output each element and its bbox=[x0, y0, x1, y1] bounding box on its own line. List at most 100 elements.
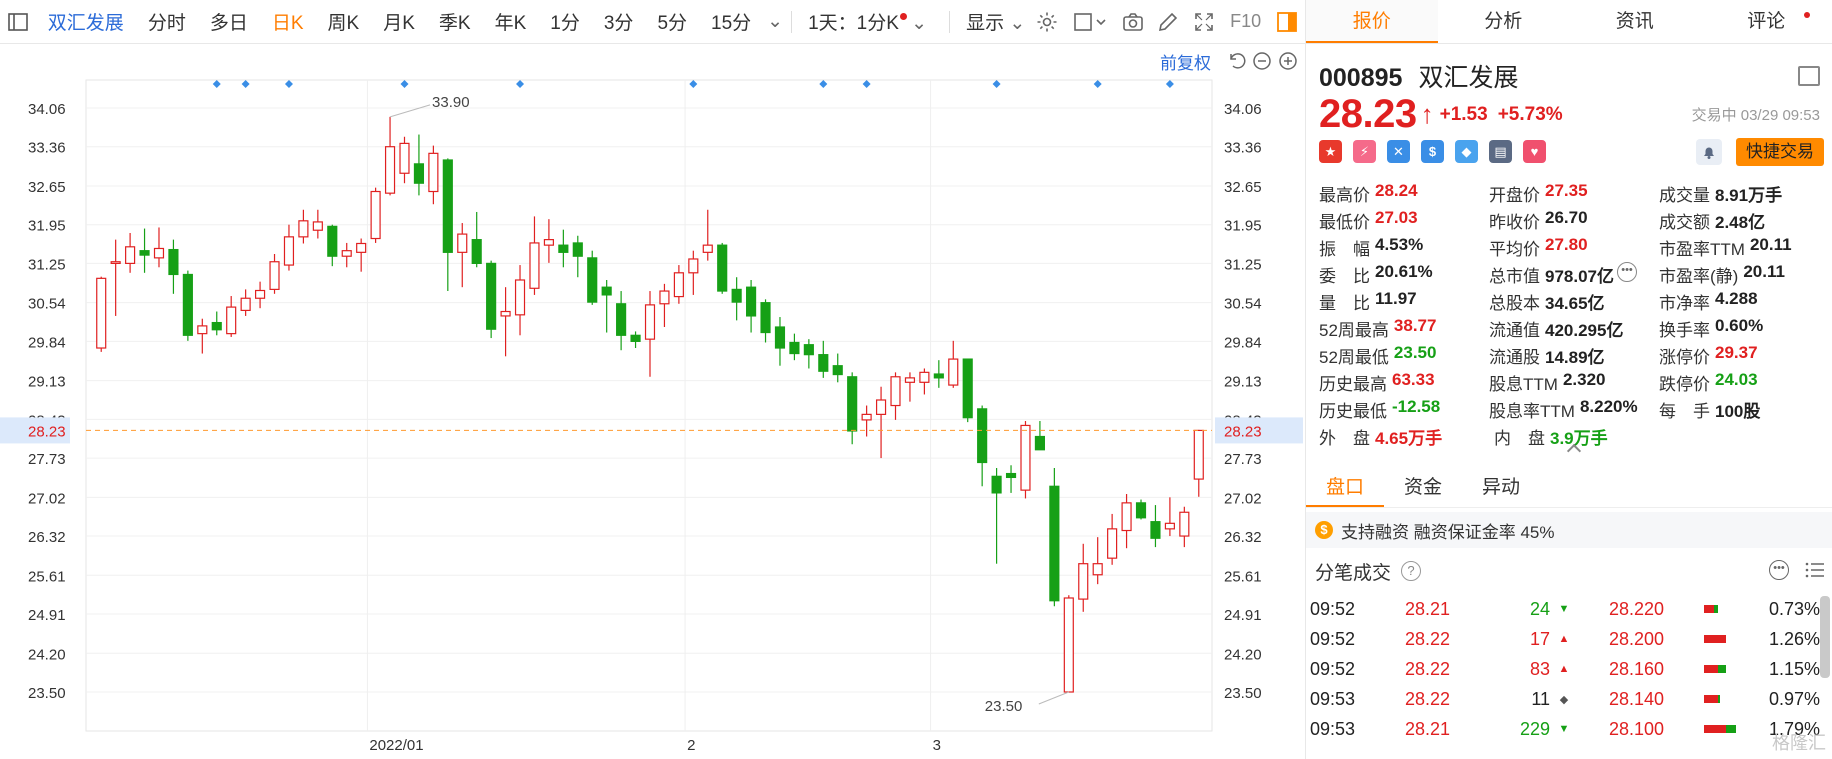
period-tab-1min[interactable]: 1分 bbox=[550, 13, 580, 34]
low-price-label: 23.50 bbox=[985, 698, 1023, 715]
y-tick-label-left: 25.61 bbox=[28, 568, 66, 585]
china-flag-icon[interactable]: ★ bbox=[1319, 140, 1342, 163]
candle-body bbox=[413, 163, 425, 184]
fullscreen-icon[interactable] bbox=[1191, 9, 1217, 35]
candle-body bbox=[1049, 485, 1060, 602]
multi-period-selector[interactable]: 1天：1分K ⌄ bbox=[808, 13, 928, 34]
y-tick-label-left: 24.20 bbox=[28, 646, 66, 663]
tick-list: 09:52 28.21 24 ▼ 28.220 0.73% 09:52 28.22 17 ▲ 28.… bbox=[1310, 594, 1830, 744]
period-tab-weekly[interactable]: 周K bbox=[327, 13, 360, 34]
candle-body bbox=[211, 321, 222, 331]
screenshot-camera-icon[interactable] bbox=[1120, 9, 1146, 35]
dollar-tag-icon[interactable]: $ bbox=[1421, 140, 1444, 163]
candle-body bbox=[1092, 563, 1103, 576]
f10-button[interactable]: F10 bbox=[1230, 11, 1262, 31]
quick-trade-button[interactable]: 快捷交易 bbox=[1736, 138, 1824, 166]
alert-bell-icon[interactable] bbox=[1696, 139, 1722, 165]
y-tick-label-right: 31.25 bbox=[1224, 256, 1262, 273]
candle-body bbox=[948, 358, 959, 386]
event-marker-icon bbox=[284, 80, 293, 88]
candle-body bbox=[428, 152, 439, 193]
period-tab-yearly[interactable]: 年K bbox=[494, 13, 527, 34]
candle-body bbox=[601, 286, 612, 296]
label-tag-icon[interactable]: ◆ bbox=[1455, 140, 1478, 163]
candle-body bbox=[832, 365, 843, 376]
tab-analysis[interactable]: 分析 bbox=[1484, 11, 1523, 32]
adjust-forward-button[interactable]: 前复权 bbox=[1160, 53, 1211, 73]
hot-tag-icon[interactable]: ⚡ bbox=[1353, 140, 1376, 163]
favorite-heart-icon[interactable]: ♥ bbox=[1523, 140, 1546, 163]
period-tab-monthly[interactable]: 月K bbox=[383, 13, 415, 34]
period-tab-15min[interactable]: 15分 bbox=[711, 13, 752, 34]
y-tick-label-right: 31.95 bbox=[1224, 218, 1262, 235]
stats-row: 最高价 28.24 开盘价 27.35 成交量 8.91万手 bbox=[1319, 180, 1829, 207]
period-tab-5min[interactable]: 5分 bbox=[657, 13, 688, 34]
stat-cell: 流通股 14.89亿 bbox=[1489, 343, 1659, 368]
list-view-icon[interactable] bbox=[1805, 561, 1825, 579]
stock-name-tab[interactable]: 双汇发展 bbox=[47, 13, 124, 34]
current-price-label-right: 28.23 bbox=[1224, 423, 1262, 440]
tab-news[interactable]: 资讯 bbox=[1615, 11, 1654, 32]
candle-body bbox=[789, 341, 800, 355]
down-triangle-icon: ▼ bbox=[1558, 723, 1570, 735]
y-tick-label-right: 27.02 bbox=[1224, 490, 1262, 507]
more-info-icon[interactable]: ••• bbox=[1617, 262, 1637, 282]
sidebar-toggle-icon[interactable] bbox=[5, 9, 31, 35]
connect-tag-icon[interactable]: ✕ bbox=[1387, 140, 1410, 163]
period-tab-3min[interactable]: 3分 bbox=[603, 13, 634, 34]
more-options-icon[interactable]: ••• bbox=[1769, 560, 1789, 580]
candle-body bbox=[644, 304, 656, 340]
stat-label: 成交额 bbox=[1659, 213, 1710, 232]
display-menu[interactable]: 显示 ⌄ bbox=[966, 13, 1026, 34]
tab-order-book[interactable]: 盘口 bbox=[1306, 468, 1385, 507]
candlestick-chart[interactable]: 34.06 34.06 33.36 33.36 32.65 32.65 31.95 31.95… bbox=[0, 0, 1305, 759]
tab-quote[interactable]: 报价 bbox=[1306, 0, 1438, 43]
tick-level-price: 28.140 bbox=[1608, 688, 1664, 709]
candle-body bbox=[875, 399, 887, 415]
panel-layout-icon[interactable] bbox=[1798, 66, 1820, 86]
candle-body bbox=[312, 221, 323, 231]
tick-volume: 17 bbox=[1529, 628, 1550, 649]
stat-value: 3.9万手 bbox=[1550, 429, 1608, 448]
y-tick-label-right: 26.32 bbox=[1224, 529, 1262, 546]
stats-row: 最低价 27.03 昨收价 26.70 成交额 2.48亿 bbox=[1319, 207, 1829, 234]
event-marker-icon bbox=[1093, 80, 1102, 88]
period-tab-multiday[interactable]: 多日 bbox=[209, 13, 248, 34]
y-tick-label-right: 29.84 bbox=[1224, 334, 1262, 351]
report-tag-icon[interactable]: ▤ bbox=[1489, 140, 1512, 163]
candle-body bbox=[341, 250, 352, 257]
y-tick-label-right: 24.91 bbox=[1224, 607, 1262, 624]
tick-price: 28.22 bbox=[1404, 658, 1450, 679]
stat-label: 平均价 bbox=[1489, 240, 1540, 259]
candle-body bbox=[818, 354, 829, 372]
stat-label: 委 比 bbox=[1319, 267, 1370, 286]
y-tick-label-left: 26.32 bbox=[28, 529, 66, 546]
tab-comments[interactable]: 评论 bbox=[1701, 0, 1832, 43]
indicator-box-icon[interactable] bbox=[1070, 9, 1110, 35]
y-tick-label-right: 25.61 bbox=[1224, 568, 1262, 585]
tick-list-scrollbar[interactable] bbox=[1820, 596, 1830, 678]
settings-gear-icon[interactable] bbox=[1034, 9, 1060, 35]
stat-cell: 股息TTM 2.320 bbox=[1489, 370, 1659, 395]
tab-capital-flow[interactable]: 资金 bbox=[1404, 477, 1443, 498]
candle-body bbox=[457, 233, 468, 253]
period-tab-quarterly[interactable]: 季K bbox=[438, 13, 471, 34]
tick-row: 09:52 28.21 24 ▼ 28.220 0.73% bbox=[1310, 594, 1830, 624]
reset-icon[interactable] bbox=[1225, 50, 1247, 72]
zoom-out-icon[interactable] bbox=[1251, 50, 1273, 72]
help-icon[interactable]: ? bbox=[1401, 561, 1422, 581]
zoom-in-icon[interactable] bbox=[1277, 50, 1299, 72]
draw-pen-icon[interactable] bbox=[1156, 9, 1182, 35]
period-tab-daily[interactable]: 日K bbox=[271, 13, 304, 34]
layout-panel-icon[interactable] bbox=[1274, 9, 1300, 35]
candle-body bbox=[1121, 502, 1132, 532]
tab-anomalies[interactable]: 异动 bbox=[1482, 477, 1521, 498]
candle-body bbox=[1107, 528, 1118, 559]
candle-body bbox=[890, 376, 901, 407]
stat-cell: 开盘价 27.35 bbox=[1489, 181, 1659, 206]
y-tick-label-left: 34.06 bbox=[28, 101, 66, 118]
candle-body bbox=[572, 242, 583, 257]
period-tab-intraday[interactable]: 分时 bbox=[147, 13, 186, 34]
more-periods-chevron-icon[interactable]: ⌄ bbox=[767, 11, 784, 32]
y-tick-label-left: 23.50 bbox=[28, 685, 66, 702]
